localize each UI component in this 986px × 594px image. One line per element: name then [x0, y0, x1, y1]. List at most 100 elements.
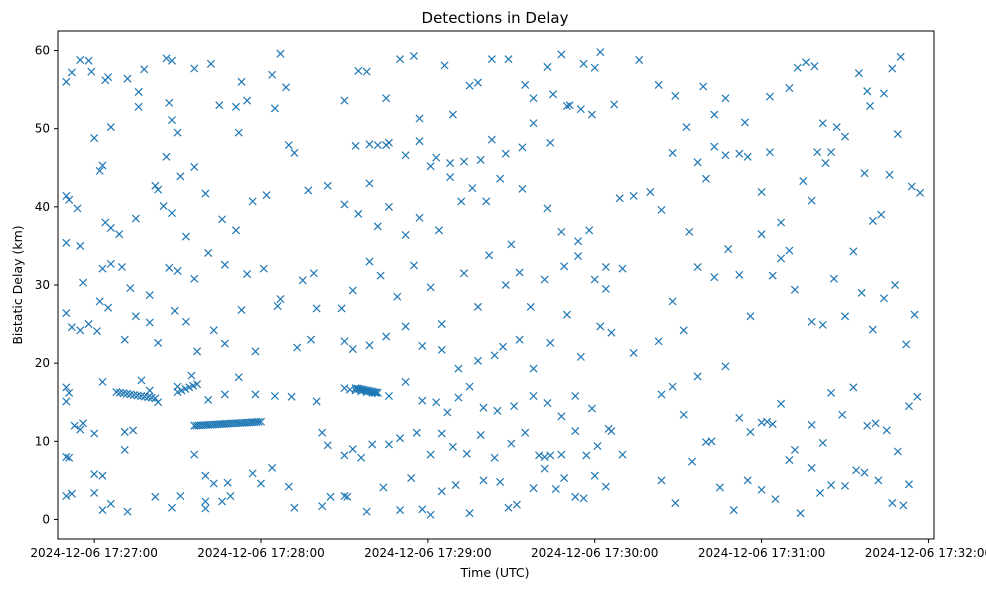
data-point [120, 427, 129, 436]
data-point [710, 110, 719, 119]
data-point [181, 232, 190, 241]
data-point [126, 284, 135, 293]
data-point [76, 326, 85, 335]
data-point [832, 123, 841, 132]
data-point [90, 470, 99, 479]
x-axis-label: Time (UTC) [459, 565, 529, 580]
data-point [418, 396, 427, 405]
data-point [590, 63, 599, 72]
data-point [67, 68, 76, 77]
data-point [290, 148, 299, 157]
data-point [446, 159, 455, 168]
data-point [746, 312, 755, 321]
data-point [343, 492, 352, 501]
data-point [498, 342, 507, 351]
data-point [354, 209, 363, 218]
data-point [688, 457, 697, 466]
data-point [65, 388, 74, 397]
data-point [384, 202, 393, 211]
data-point [535, 451, 544, 460]
data-point [256, 479, 266, 488]
data-point [237, 77, 246, 86]
data-point [437, 429, 446, 438]
data-point [154, 338, 163, 347]
x-axis: 2024-12-06 17:27:00 2024-12-06 17:28:00 20… [30, 539, 986, 560]
data-point [67, 323, 76, 332]
data-point [123, 74, 132, 83]
data-point [243, 96, 252, 105]
data-point [190, 274, 199, 283]
data-point [201, 504, 210, 513]
data-point [67, 489, 76, 498]
data-point [546, 451, 555, 460]
data-point [98, 471, 107, 480]
data-point [276, 49, 285, 58]
data-point [376, 271, 385, 280]
data-point [473, 78, 482, 87]
data-point [840, 481, 850, 490]
data-point [913, 392, 922, 401]
data-point [268, 70, 277, 79]
data-point [548, 90, 558, 99]
data-point [810, 62, 819, 71]
data-point [596, 322, 605, 331]
data-point [904, 402, 913, 411]
data-point [587, 404, 596, 413]
data-point [145, 291, 154, 300]
data-point [348, 445, 357, 454]
data-point [201, 471, 210, 480]
data-point [657, 476, 666, 485]
data-point [818, 438, 827, 447]
data-point [515, 335, 524, 344]
data-point [710, 273, 719, 282]
x-tick-label: 2024-12-06 17:30:00 [531, 546, 658, 560]
data-point [654, 337, 663, 346]
data-point [721, 151, 730, 160]
data-point [76, 55, 85, 64]
data-point [318, 428, 327, 437]
data-point [98, 377, 107, 386]
data-point [891, 280, 900, 290]
data-point [587, 110, 596, 119]
data-point [582, 451, 591, 460]
data-point [796, 509, 805, 518]
x-tick-label: 2024-12-06 17:31:00 [698, 546, 825, 560]
data-point [134, 102, 143, 111]
data-point [540, 464, 549, 473]
data-point [312, 397, 321, 406]
data-point [904, 480, 913, 489]
data-point [540, 275, 549, 284]
data-point [907, 182, 916, 191]
data-point [351, 141, 360, 150]
data-point [204, 395, 213, 404]
data-point [373, 141, 382, 150]
data-point [62, 238, 71, 247]
data-point [234, 373, 243, 382]
data-point [167, 209, 177, 218]
data-point [585, 226, 594, 235]
data-point [874, 476, 883, 485]
data-point [187, 371, 196, 380]
data-point [123, 507, 132, 516]
data-point [579, 59, 588, 68]
data-point [443, 408, 452, 417]
data-point [251, 390, 260, 399]
data-point [415, 114, 424, 123]
data-point [95, 166, 104, 175]
data-point [90, 429, 99, 438]
data-point [407, 474, 416, 483]
data-point [262, 191, 271, 200]
data-point [777, 254, 786, 263]
data-point [106, 123, 115, 132]
data-point [401, 151, 410, 160]
data-point [679, 326, 688, 335]
data-point [131, 312, 140, 321]
data-point [543, 398, 552, 408]
data-point [368, 440, 377, 449]
data-point [434, 226, 444, 235]
data-point [799, 177, 808, 186]
y-tick-label: 60 [35, 44, 50, 58]
data-point [451, 481, 460, 490]
data-point [490, 351, 499, 360]
data-point [540, 452, 549, 461]
